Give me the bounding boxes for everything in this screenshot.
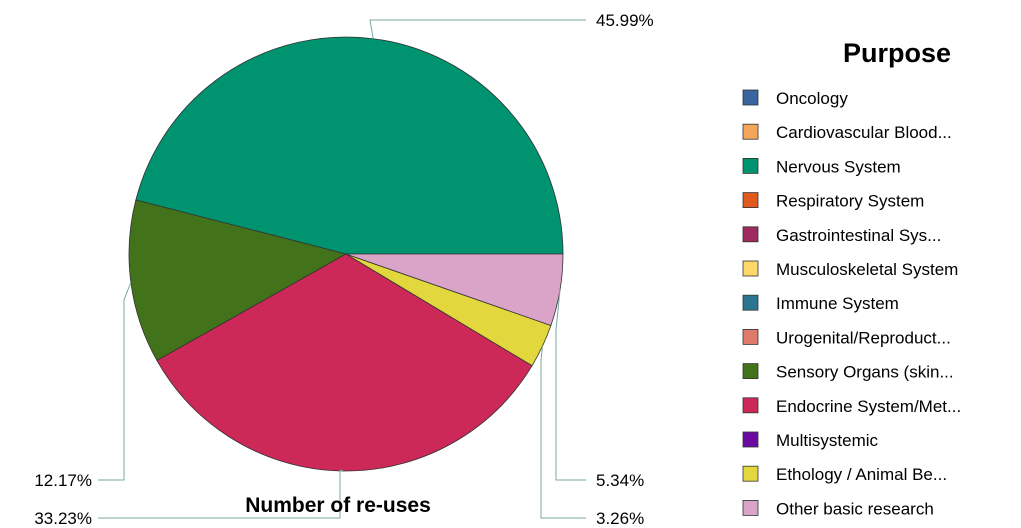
legend-swatch [742, 89, 759, 106]
leader-line-2 [98, 469, 344, 519]
legend-swatch [742, 328, 759, 345]
legend-swatch [742, 157, 759, 174]
legend-item: Sensory Organs (skin... [742, 363, 954, 382]
legend-item: Multisystemic [742, 431, 879, 450]
pie-slices [128, 36, 564, 472]
legend-swatch [742, 260, 759, 277]
leader-lines [98, 19, 586, 519]
legend-item: Cardiovascular Blood... [742, 123, 952, 142]
legend-label: Respiratory System [776, 192, 924, 211]
legend-swatch [742, 294, 759, 311]
legend-item: Respiratory System [742, 192, 924, 211]
legend-item: Musculoskeletal System [742, 260, 958, 279]
legend: Oncology Cardiovascular Blood... Nervous S… [742, 89, 961, 518]
legend-swatch [742, 397, 759, 414]
legend-item: Other basic research [742, 499, 934, 518]
data-label-3: 3.26% [596, 509, 644, 528]
legend-swatch [742, 499, 759, 516]
legend-label: Ethology / Animal Be... [776, 465, 947, 484]
legend-label: Gastrointestinal Sys... [776, 226, 941, 245]
legend-item: Nervous System [742, 157, 901, 176]
legend-title: Purpose [843, 38, 951, 68]
data-label-1: 12.17% [34, 471, 92, 490]
legend-label: Musculoskeletal System [776, 260, 958, 279]
data-label-2: 33.23% [34, 509, 92, 528]
legend-swatch [742, 123, 759, 140]
legend-item: Oncology [742, 89, 848, 108]
legend-item: Immune System [742, 294, 899, 313]
legend-item: Ethology / Animal Be... [742, 465, 947, 484]
legend-swatch [742, 192, 759, 209]
data-label-4: 5.34% [596, 471, 644, 490]
legend-swatch [742, 363, 759, 380]
pie-slice-1 [128, 199, 348, 362]
leader-line-0 [369, 19, 586, 39]
legend-label: Immune System [776, 294, 899, 313]
legend-label: Oncology [776, 89, 848, 108]
legend-item: Urogenital/Reproduct... [742, 328, 951, 347]
legend-label: Sensory Organs (skin... [776, 363, 954, 382]
pie-slice-0 [135, 36, 564, 255]
percentage-labels: 45.99% 12.17% 33.23% 3.26% 5.34% [34, 11, 653, 528]
leader-line-4 [555, 290, 586, 481]
legend-label: Urogenital/Reproduct... [776, 328, 951, 347]
legend-label: Nervous System [776, 157, 901, 176]
legend-item: Endocrine System/Met... [742, 397, 961, 416]
legend-label: Multisystemic [776, 431, 879, 450]
legend-label: Endocrine System/Met... [776, 397, 961, 416]
legend-label: Cardiovascular Blood... [776, 123, 952, 142]
data-label-0: 45.99% [596, 11, 654, 30]
legend-swatch [742, 226, 759, 243]
legend-item: Gastrointestinal Sys... [742, 226, 941, 245]
leader-line-3 [540, 345, 586, 519]
chart-title: Number of re-uses [245, 494, 431, 517]
legend-swatch [742, 465, 759, 482]
legend-label: Other basic research [776, 499, 934, 518]
leader-line-1 [98, 282, 132, 481]
legend-swatch [742, 431, 759, 448]
